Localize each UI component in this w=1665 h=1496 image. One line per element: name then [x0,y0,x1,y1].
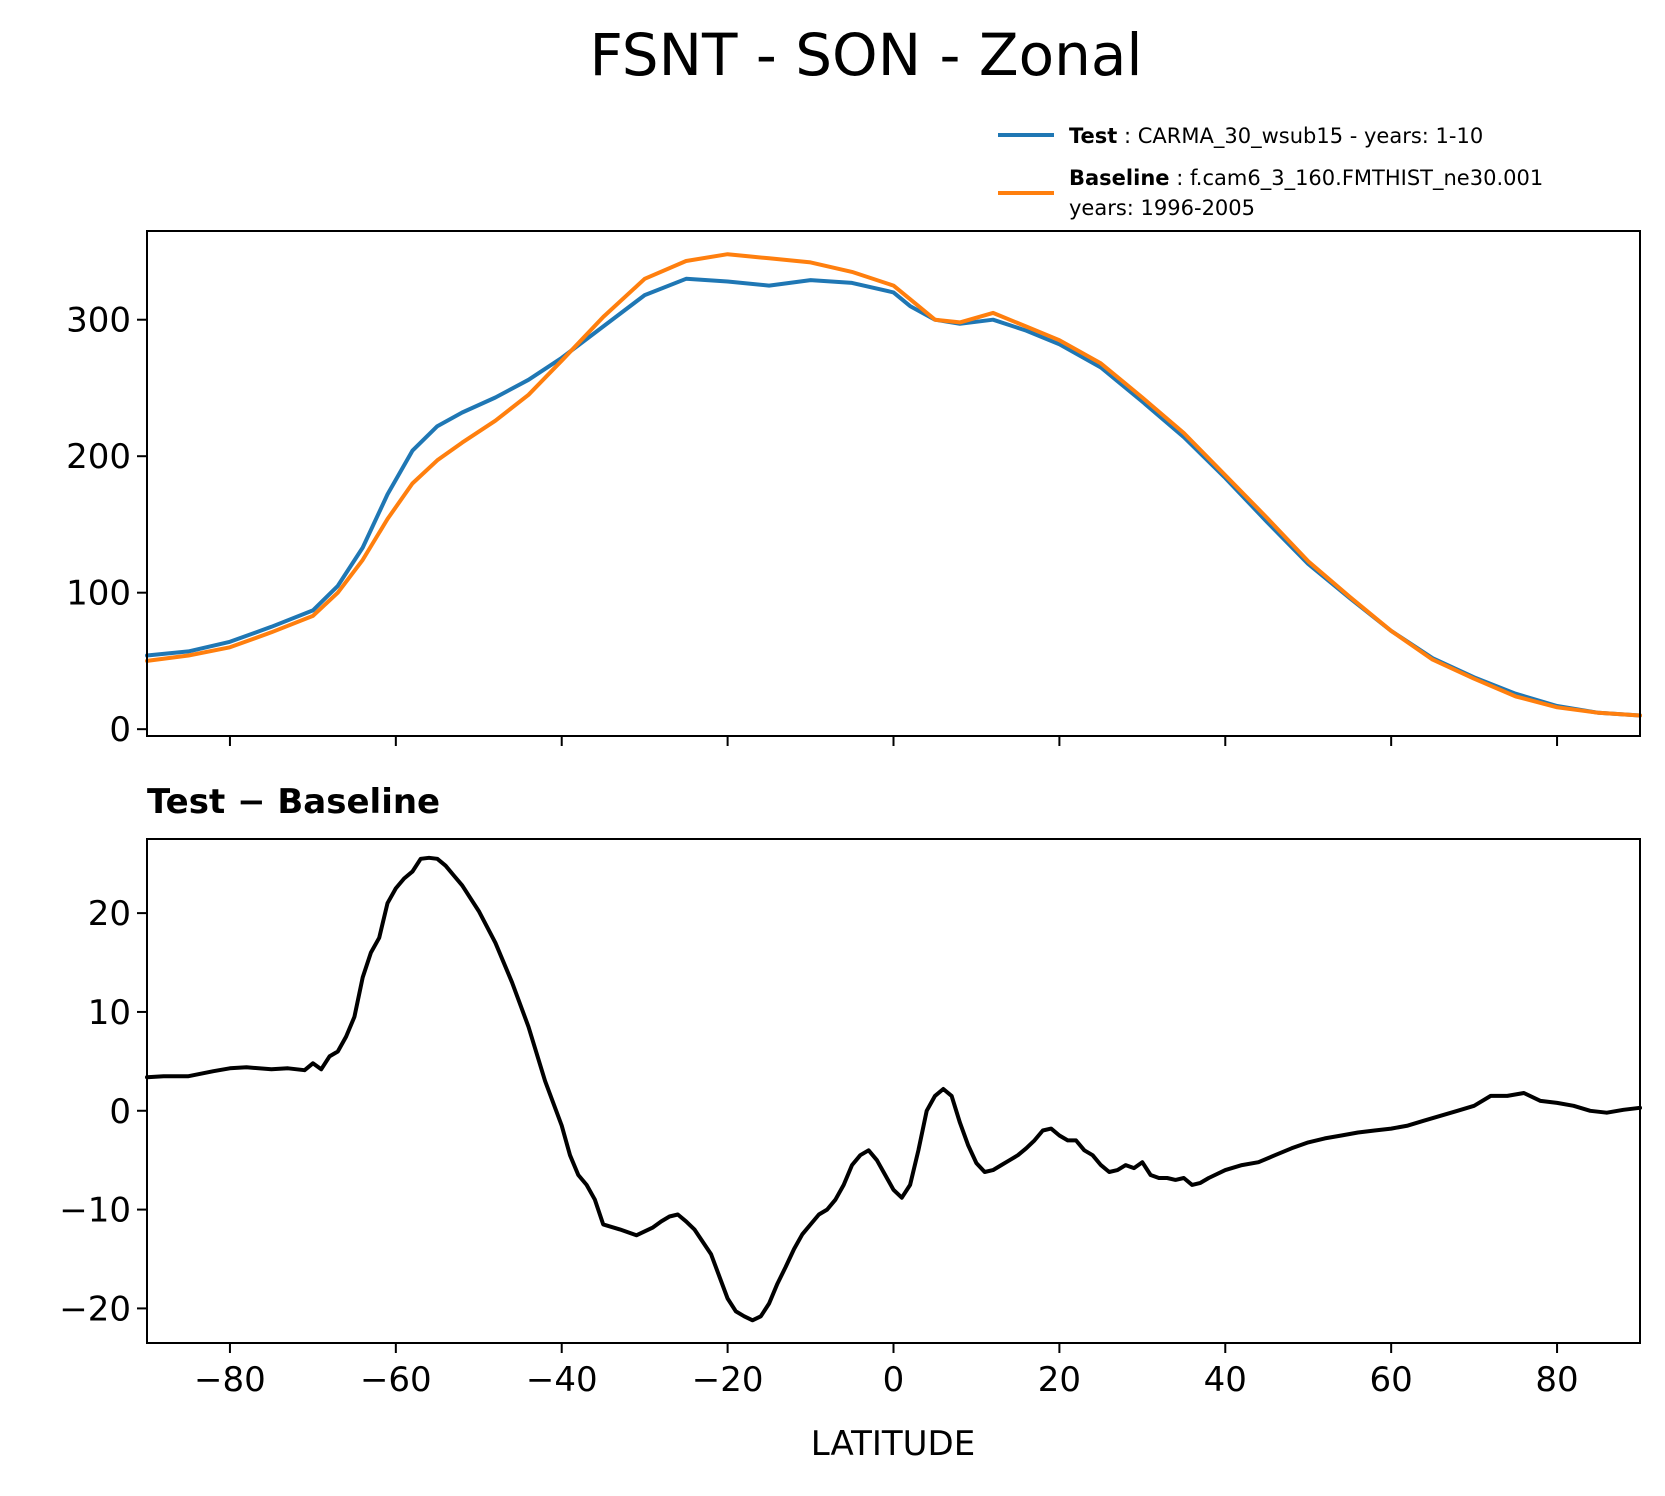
bottom-y-tick-label: 20 [88,894,131,934]
legend-test-text: : CARMA_30_wsub15 - years: 1-10 [1117,124,1483,149]
top-panel: 0 100 200 300 [66,230,1642,750]
top-y-tick-label: 200 [66,437,131,477]
bottom-panel-title: Test − Baseline [147,782,440,822]
figure-title: FSNT - SON - Zonal [589,21,1142,89]
bottom-x-tick-label: 80 [1535,1360,1578,1400]
bottom-x-tick-label: 40 [1204,1360,1247,1400]
bottom-series-lines [145,855,1642,1323]
legend-test-label: Test [1069,124,1117,148]
bottom-x-tick-label: −40 [526,1360,598,1400]
bottom-x-tick-label: 60 [1370,1360,1413,1400]
bottom-x-tick-label: −60 [360,1360,432,1400]
bottom-x-tick-label: 0 [883,1360,905,1400]
bottom-x-tick-label: −20 [692,1360,764,1400]
legend-baseline-label: Baseline [1069,166,1170,190]
top-y-tick-label: 100 [66,574,131,614]
top-x-axis [228,736,1559,746]
bottom-y-tick-label: 0 [109,1092,131,1132]
bottom-y-tick-label: 10 [88,993,131,1033]
legend-baseline-text-2: years: 1996-2005 [1069,196,1255,220]
bottom-series-line-a [145,855,1642,1323]
bottom-x-tick-label: 20 [1038,1360,1081,1400]
bottom-x-axis: −80 −60 −40 −20 0 20 40 60 80 [194,1343,1579,1400]
top-y-axis: 0 100 200 300 [66,301,147,750]
x-axis-label: LATITUDE [811,1424,975,1464]
legend-baseline-entry: Baseline : f.cam6_3_160.FMTHIST_ne30.001 [1069,166,1543,191]
bottom-y-axis: −20 −10 0 10 20 [59,894,147,1329]
legend-baseline-text: : f.cam6_3_160.FMTHIST_ne30.001 [1170,166,1544,191]
top-y-tick-label: 300 [66,301,131,341]
bottom-y-tick-label: −10 [59,1191,131,1231]
top-series-lines [145,252,1642,718]
top-panel-frame [146,230,1641,737]
top-series-line-b [145,252,1642,718]
top-y-tick-label: 0 [109,710,131,750]
bottom-panel-frame [146,838,1641,1344]
bottom-panel: Test − Baseline −20 −10 0 10 20 −80 −60 −40 −20… [59,782,1642,1464]
legend-test-entry: Test : CARMA_30_wsub15 - years: 1-10 [1069,124,1483,149]
bottom-x-tick-label: −80 [194,1360,266,1400]
legend: Test : CARMA_30_wsub15 - years: 1-10 Bas… [998,124,1543,220]
bottom-y-tick-label: −20 [59,1289,131,1329]
